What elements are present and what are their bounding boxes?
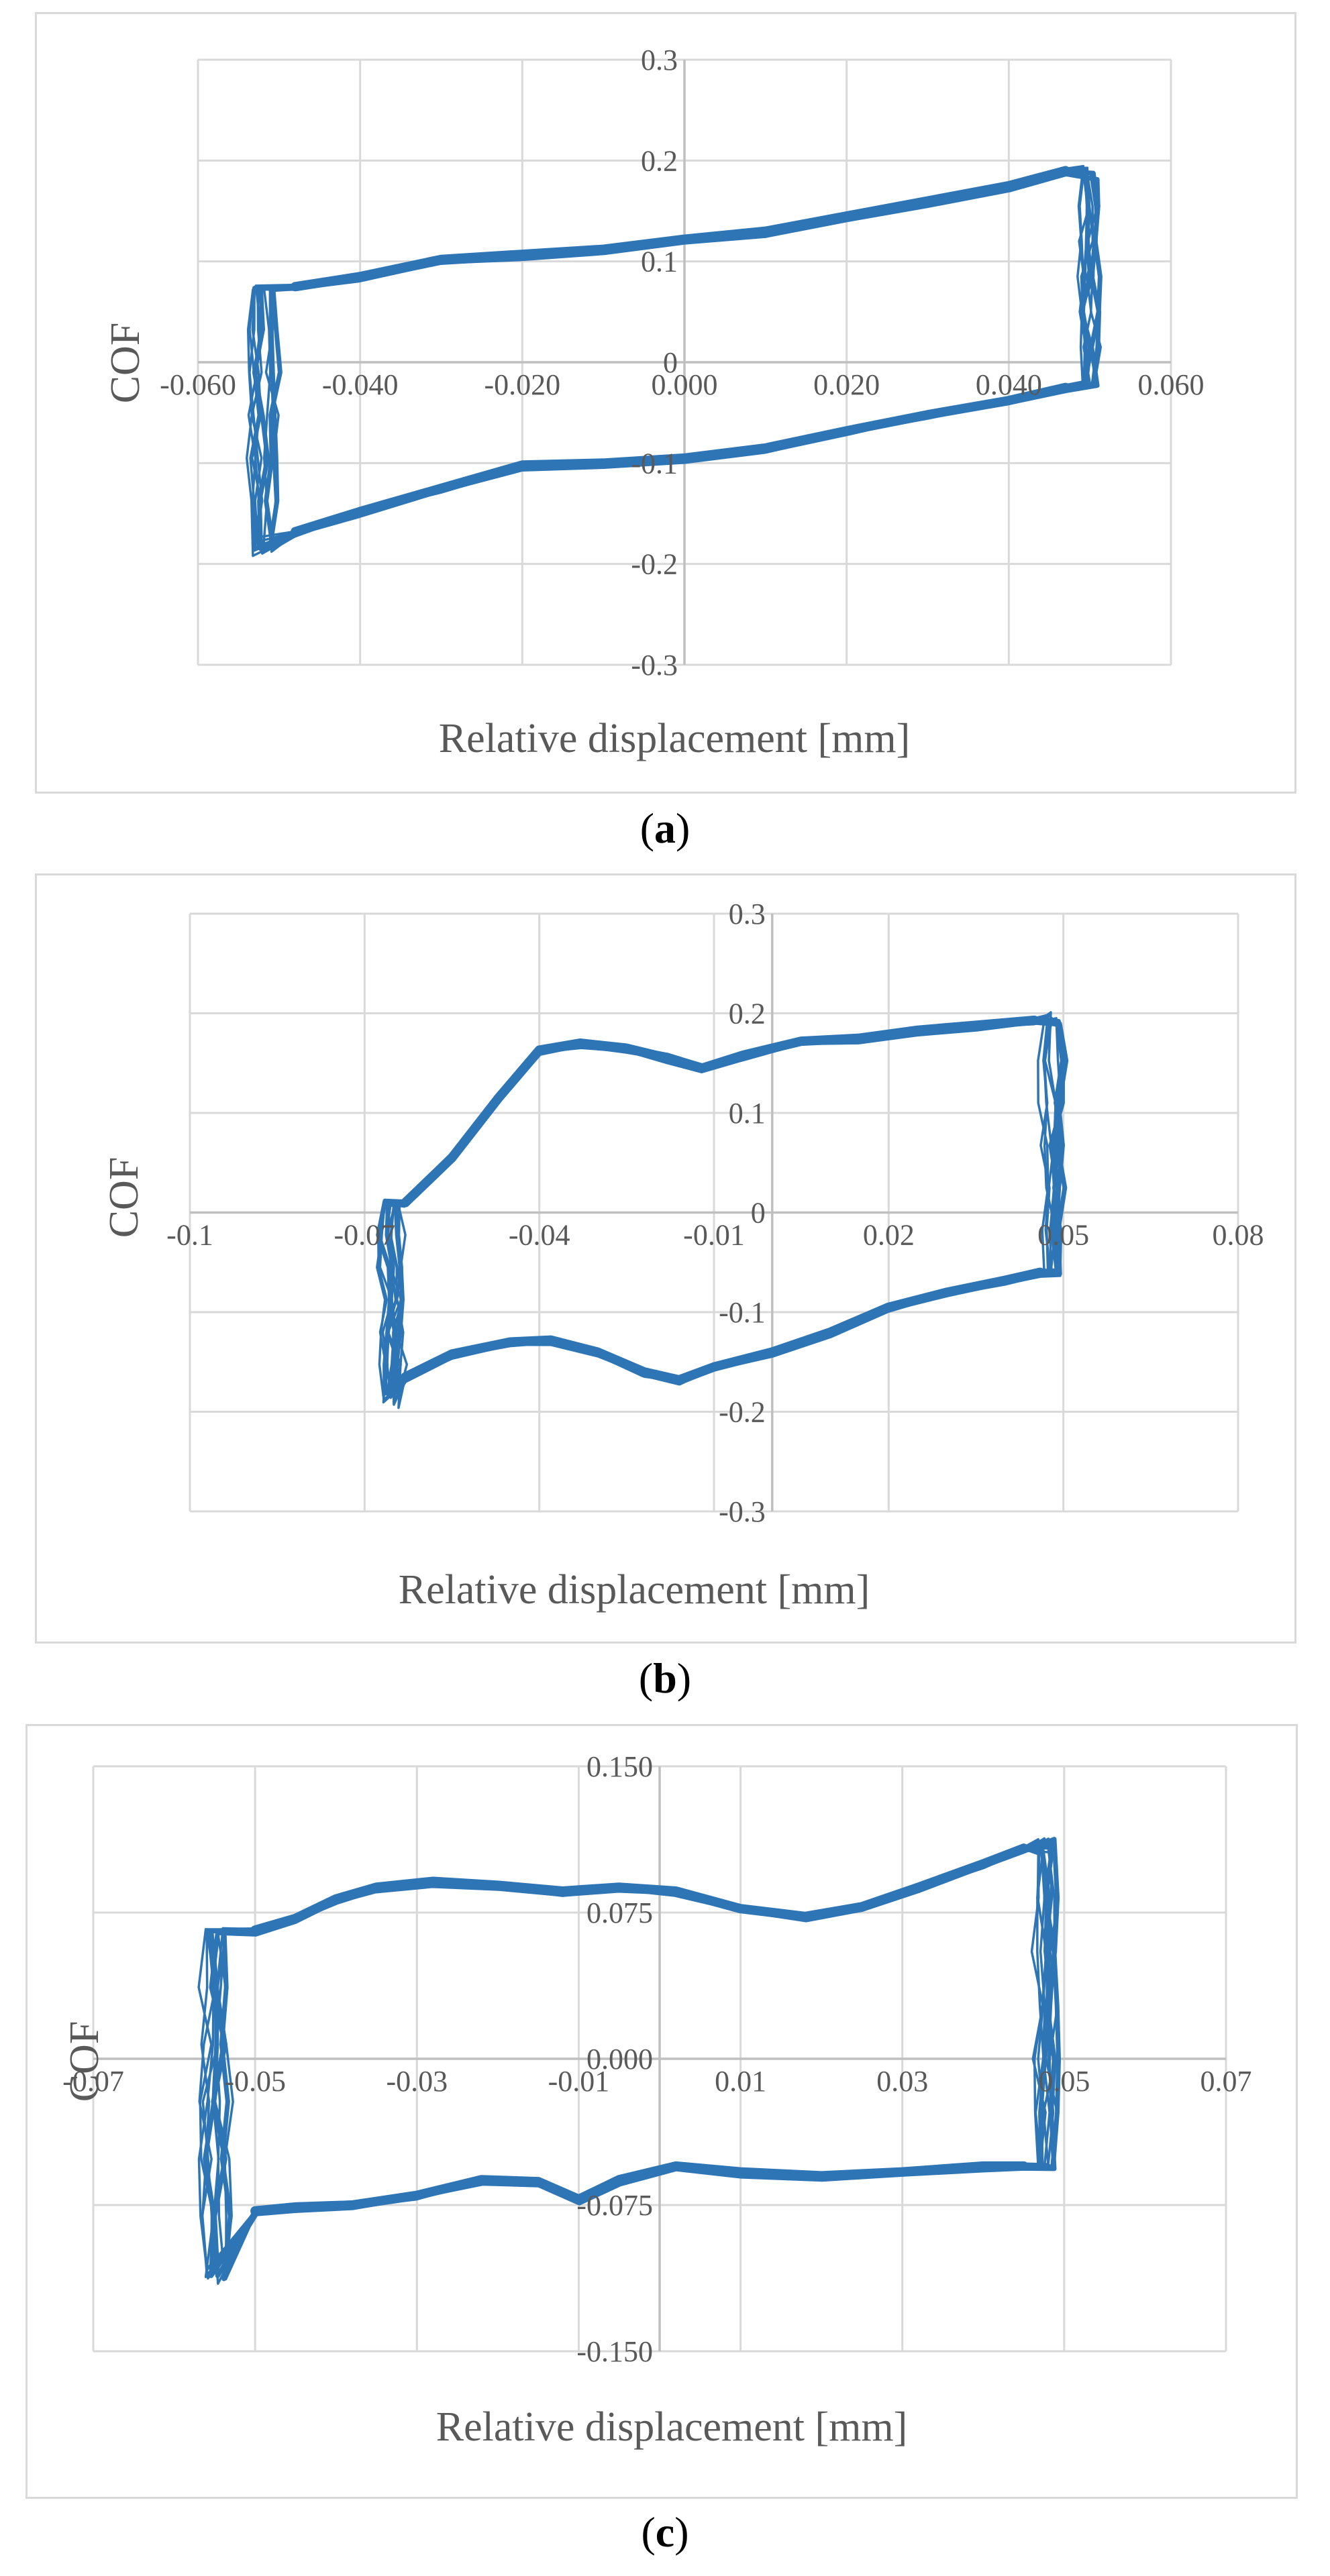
gridlines bbox=[189, 912, 1239, 1513]
hysteresis-loop bbox=[245, 164, 1103, 557]
hysteresis-loop bbox=[376, 1011, 1069, 1409]
x-tick-label: -0.04 bbox=[509, 1219, 570, 1252]
loop-lower-band bbox=[250, 2161, 1029, 2216]
y-tick-label: -0.1 bbox=[631, 447, 678, 480]
x-tick-label: -0.040 bbox=[322, 368, 399, 401]
x-tick-label: 0.040 bbox=[976, 368, 1042, 401]
x-tick-label: 0.05 bbox=[1038, 2065, 1090, 2098]
caption-c: (c) bbox=[641, 2508, 689, 2556]
x-tick-label: -0.01 bbox=[683, 1219, 745, 1252]
x-tick-label: 0.02 bbox=[863, 1219, 915, 1252]
x-axis-label: Relative displacement [mm] bbox=[439, 716, 910, 761]
loop-upper-band bbox=[401, 1015, 1039, 1208]
loop-trace bbox=[385, 1014, 1057, 1399]
hysteresis-loop bbox=[197, 1837, 1061, 2285]
x-tick-label: 0.03 bbox=[876, 2065, 928, 2098]
loop-trace bbox=[395, 1014, 1051, 1394]
loop-trace bbox=[262, 166, 1094, 545]
y-tick-label: 0 bbox=[663, 346, 678, 379]
y-tick-label: 0 bbox=[751, 1197, 766, 1230]
x-tick-label: -0.05 bbox=[224, 2065, 286, 2098]
chart-panel-b: COF Relative displacement [mm] -0.1 -0.07… bbox=[35, 873, 1296, 1644]
chart-panel-a: COF Relative displacement [mm] -0.060 -0.… bbox=[35, 12, 1296, 794]
loop-trace bbox=[385, 1017, 1062, 1393]
x-tick-label: 0.000 bbox=[652, 368, 718, 401]
y-tick-label: -0.2 bbox=[631, 548, 678, 581]
caption-b: (b) bbox=[638, 1654, 692, 1702]
chart-panel-c: COF Relative displacement [mm] -0.07 -0.0… bbox=[25, 1724, 1298, 2499]
caption-a: (a) bbox=[640, 804, 690, 852]
loop-trace bbox=[264, 166, 1095, 553]
x-tick-label: 0.060 bbox=[1138, 368, 1205, 401]
y-tick-label: -0.3 bbox=[719, 1495, 766, 1528]
y-tick-label: 0.3 bbox=[641, 44, 678, 76]
loop-trace bbox=[376, 1016, 1065, 1392]
loop-trace bbox=[393, 1020, 1069, 1395]
x-tick-label: -0.020 bbox=[484, 368, 561, 401]
x-tick-label: -0.07 bbox=[334, 1219, 396, 1252]
loop-upper-band bbox=[250, 1843, 1029, 1935]
y-tick-label: 0.150 bbox=[586, 1750, 653, 1783]
y-tick-label: 0.000 bbox=[586, 2043, 653, 2076]
x-tick-label: 0.07 bbox=[1200, 2065, 1252, 2098]
y-axis-label: COF bbox=[101, 1157, 147, 1238]
x-tick-label: -0.07 bbox=[62, 2065, 124, 2098]
y-tick-label: 0.1 bbox=[729, 1097, 766, 1130]
y-tick-label: 0.075 bbox=[586, 1896, 653, 1929]
loop-upper-band bbox=[291, 166, 1070, 292]
x-axis-label: Relative displacement [mm] bbox=[399, 1567, 870, 1613]
y-tick-label: 0.3 bbox=[729, 898, 766, 930]
x-tick-label: -0.03 bbox=[386, 2065, 448, 2098]
x-tick-label: -0.060 bbox=[160, 368, 236, 401]
y-tick-label: -0.150 bbox=[576, 2335, 653, 2368]
x-tick-label: 0.020 bbox=[813, 368, 880, 401]
x-tick-label: 0.01 bbox=[715, 2065, 766, 2098]
gridlines bbox=[197, 58, 1172, 666]
loop-trace bbox=[385, 1017, 1066, 1397]
loop-lower-band bbox=[401, 1267, 1045, 1385]
y-tick-label: 0.2 bbox=[641, 144, 678, 177]
chart-c-svg: COF Relative displacement [mm] -0.07 -0.0… bbox=[62, 1750, 1252, 2450]
loop-lower-band bbox=[291, 382, 1070, 537]
x-axis-label: Relative displacement [mm] bbox=[436, 2404, 907, 2450]
y-tick-label: -0.2 bbox=[719, 1396, 766, 1429]
x-tick-label: -0.01 bbox=[548, 2065, 610, 2098]
y-tick-label: -0.075 bbox=[576, 2189, 653, 2222]
x-tick-label: -0.1 bbox=[166, 1219, 213, 1252]
chart-b-svg: COF Relative displacement [mm] -0.1 -0.07… bbox=[101, 898, 1264, 1613]
y-tick-label: -0.3 bbox=[631, 649, 678, 682]
chart-a-svg: COF Relative displacement [mm] -0.060 -0.… bbox=[103, 44, 1205, 761]
y-axis-label: COF bbox=[103, 323, 148, 404]
y-axis-label: COF bbox=[62, 2021, 107, 2102]
loop-trace bbox=[264, 166, 1093, 551]
x-tick-label: 0.05 bbox=[1037, 1219, 1089, 1252]
y-tick-label: -0.1 bbox=[719, 1296, 766, 1329]
x-tick-label: 0.08 bbox=[1213, 1219, 1264, 1252]
y-tick-label: 0.2 bbox=[729, 998, 766, 1030]
y-tick-label: 0.1 bbox=[641, 246, 678, 278]
